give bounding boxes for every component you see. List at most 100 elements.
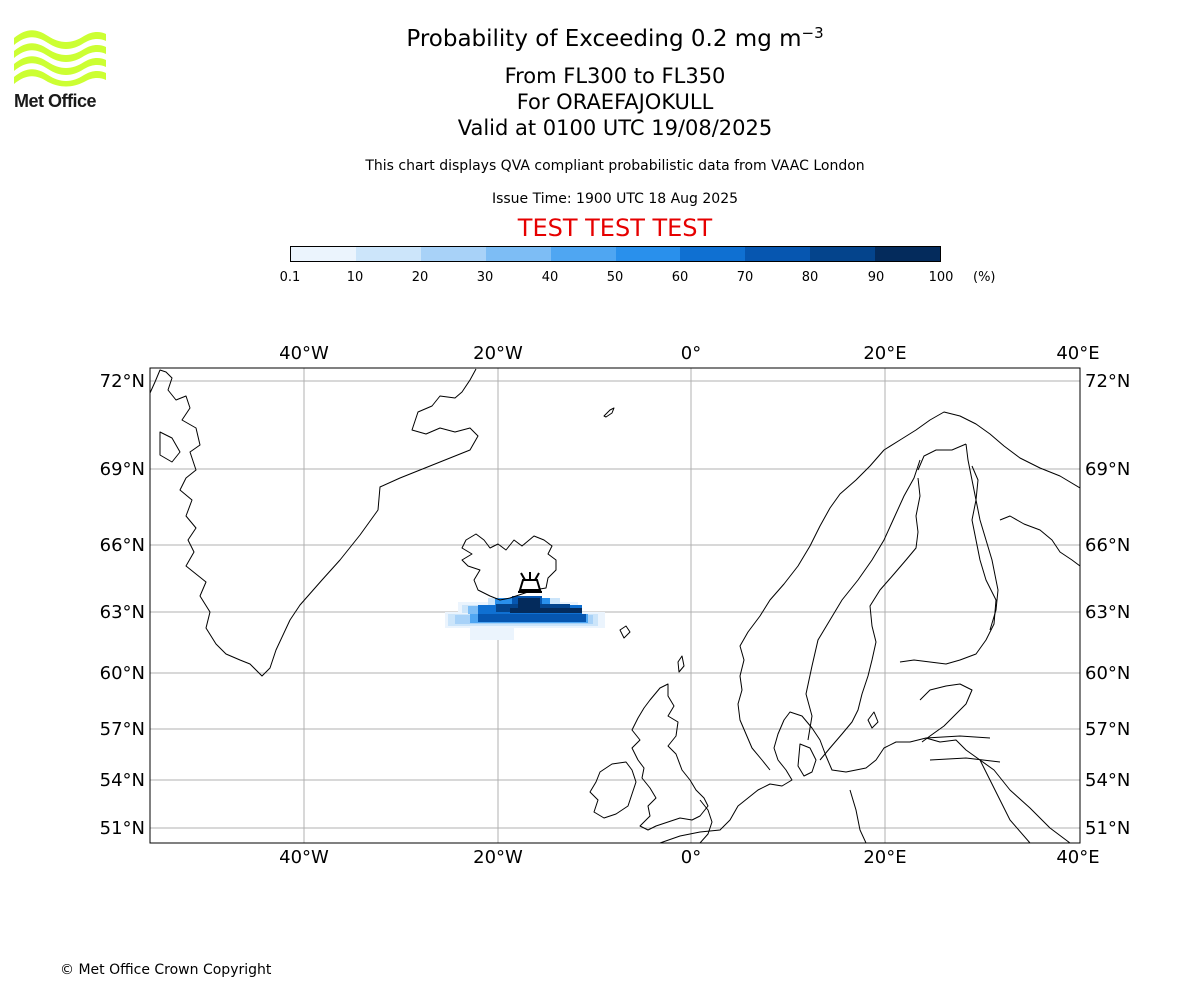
longitude-labels-bottom: 40°W 20°W 0° 20°E 40°E <box>279 847 1099 868</box>
volcano-name: For ORAEFAJOKULL <box>516 90 714 114</box>
colorbar-segment <box>550 247 616 261</box>
met-office-waves-icon <box>14 30 106 87</box>
issue-time: Issue Time: 1900 UTC 18 Aug 2025 <box>491 191 739 207</box>
lat-label: 57°N <box>100 719 145 740</box>
lat-label: 60°N <box>1085 663 1130 684</box>
sweden-coast <box>819 477 921 761</box>
colorbar-tick-label: 50 <box>606 270 624 285</box>
poland-germany-border <box>849 789 867 843</box>
lat-label: 54°N <box>100 770 145 791</box>
lat-label: 60°N <box>100 663 145 684</box>
lon-label: 0° <box>681 847 701 868</box>
lon-label: 20°E <box>863 343 906 364</box>
colorbar-tick-label: 0.1 <box>279 270 301 285</box>
lat-label: 54°N <box>1085 770 1130 791</box>
volcano-icon <box>518 572 542 593</box>
baltic-borders <box>925 735 1001 763</box>
denmark-coast <box>797 743 817 777</box>
lat-label: 66°N <box>1085 535 1130 556</box>
colorbar-tick-label: 10 <box>346 270 364 285</box>
greenland-island <box>159 431 181 463</box>
met-office-logo <box>14 30 106 110</box>
colorbar-segment <box>745 247 811 261</box>
lon-label: 20°E <box>863 847 906 868</box>
continental-europe-coast <box>659 711 1071 843</box>
colorbar-segment <box>810 247 876 261</box>
copyright-notice: © Met Office Crown Copyright <box>60 962 272 978</box>
jan-mayen <box>603 407 615 418</box>
gotland <box>867 711 879 729</box>
probability-cell <box>470 625 514 640</box>
ash-probability-field <box>445 596 605 640</box>
colorbar-unit: (%) <box>973 270 996 285</box>
finland-russia-border <box>965 443 999 631</box>
country-borders <box>805 443 1031 843</box>
flight-level-range: From FL300 to FL350 <box>504 64 726 88</box>
lat-label: 57°N <box>1085 719 1130 740</box>
colorbar-segment <box>291 247 356 261</box>
ireland-coast <box>589 761 637 819</box>
colorbar-segment <box>680 247 746 261</box>
lat-label: 69°N <box>100 459 145 480</box>
lat-label: 72°N <box>1085 371 1130 392</box>
disclaimer-text: This chart displays QVA compliant probab… <box>365 158 865 174</box>
colorbar-tick-label: 60 <box>671 270 689 285</box>
shetland <box>677 655 685 673</box>
chart-title: Probability of Exceeding 0.2 mg m−3 <box>300 24 930 52</box>
map-background <box>150 368 1080 843</box>
test-banner: TEST TEST TEST <box>517 214 713 242</box>
colorbar-segment <box>875 247 941 261</box>
gridlines <box>150 368 1080 843</box>
colorbar-tick-label: 40 <box>541 270 559 285</box>
colorbar-tick-label: 30 <box>476 270 494 285</box>
colorbar-tick-label: 20 <box>411 270 429 285</box>
lat-label: 51°N <box>1085 818 1130 839</box>
colorbar-segment <box>485 247 551 261</box>
probability-cell <box>518 598 540 608</box>
colorbar-segment <box>355 247 421 261</box>
map-frame <box>149 367 1081 844</box>
faroe-islands <box>619 625 631 639</box>
lat-label: 72°N <box>100 371 145 392</box>
latitude-labels-left: 72°N 69°N 66°N 63°N 60°N 57°N 54°N 51°N <box>100 371 145 839</box>
sweden-finland-border <box>917 443 967 471</box>
iceland-coast <box>461 533 557 601</box>
colorbar <box>290 246 941 262</box>
kola-white-sea-coast <box>999 515 1080 567</box>
scandinavia-coast <box>737 411 1080 771</box>
belarus-border <box>979 759 1031 843</box>
chart-title-exponent: −3 <box>801 24 824 42</box>
colorbar-tick-label: 90 <box>867 270 885 285</box>
chart-title-text: Probability of Exceeding 0.2 mg m <box>406 26 802 52</box>
latitude-labels-right: 72°N 69°N 66°N 63°N 60°N 57°N 54°N 51°N <box>1085 371 1130 839</box>
colorbar-tick-label: 70 <box>736 270 754 285</box>
scotland-coast <box>631 683 709 831</box>
colorbar-tick-label: 80 <box>801 270 819 285</box>
lon-label: 0° <box>681 343 701 364</box>
met-office-logo-text: Met Office <box>14 91 97 111</box>
norway-sweden-border <box>805 459 921 741</box>
lon-label: 40°E <box>1056 847 1099 868</box>
lat-label: 69°N <box>1085 459 1130 480</box>
lat-label: 63°N <box>1085 602 1130 623</box>
probability-cell <box>510 608 582 613</box>
colorbar-segment <box>615 247 681 261</box>
lat-label: 51°N <box>100 818 145 839</box>
colorbar-segment <box>420 247 486 261</box>
longitude-labels-top: 40°W 20°W 0° 20°E 40°E <box>279 343 1099 364</box>
lon-label: 40°E <box>1056 343 1099 364</box>
valid-time: Valid at 0100 UTC 19/08/2025 <box>457 116 773 140</box>
lon-label: 20°W <box>473 847 523 868</box>
lon-label: 40°W <box>279 343 329 364</box>
lat-label: 66°N <box>100 535 145 556</box>
coastlines <box>150 368 1080 843</box>
probability-cell <box>478 614 586 622</box>
lat-label: 63°N <box>100 602 145 623</box>
greenland-coast <box>150 368 479 677</box>
map: 40°W 20°W 0° 20°E 40°E 40°W 20°W 0° 20°E… <box>100 343 1131 868</box>
lon-label: 20°W <box>473 343 523 364</box>
baltic-states-coast <box>919 683 973 743</box>
colorbar-tick-label: 100 <box>928 270 954 285</box>
lon-label: 40°W <box>279 847 329 868</box>
uk-east-coast <box>699 799 713 843</box>
